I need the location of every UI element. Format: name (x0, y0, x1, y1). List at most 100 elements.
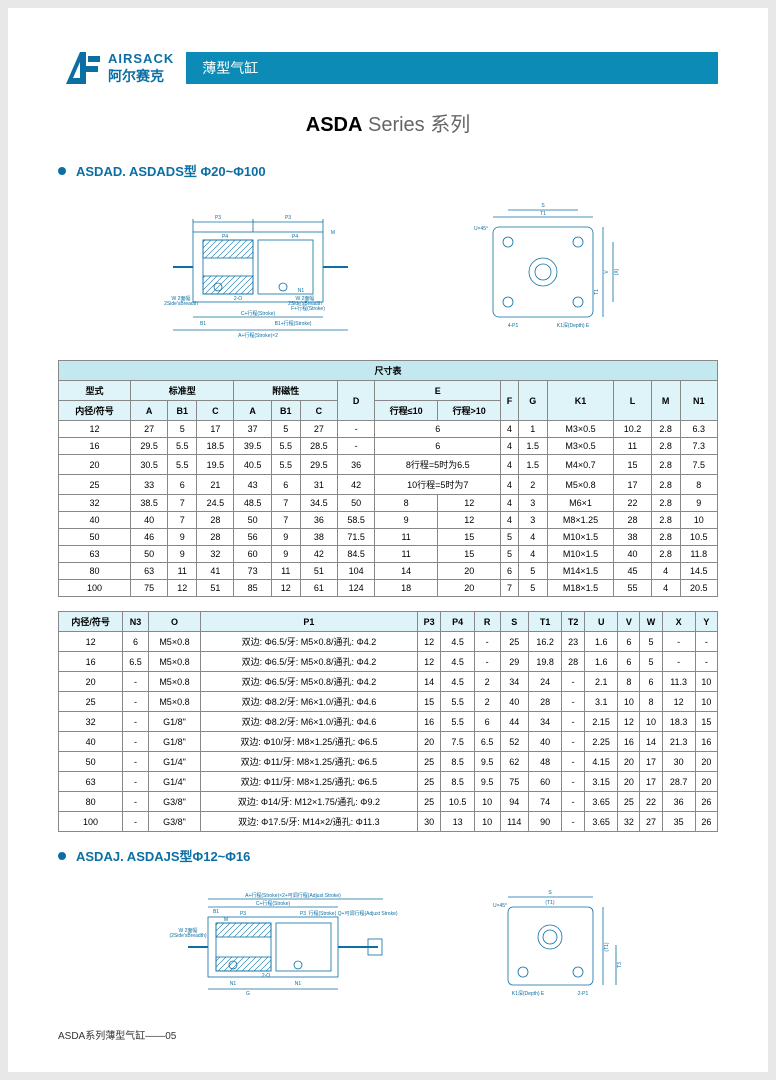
table-cell: 2.8 (651, 455, 680, 475)
table-row: 122751737527-641M3×0.510.22.86.3 (59, 421, 718, 438)
banner-title: 薄型气缸 (186, 52, 718, 84)
table-cell: 6.5 (474, 732, 500, 752)
t1-h-std: 标准型 (130, 381, 234, 401)
t1-h-D: D (337, 381, 374, 421)
table-cell: 双边: Φ10/牙: M8×1.25/通孔: Φ6.5 (200, 732, 417, 752)
table-cell: 28 (197, 512, 234, 529)
table-cell: M18×1.5 (547, 580, 614, 597)
table-cell: 61 (300, 580, 337, 597)
table-cell: 6.5 (123, 652, 149, 672)
table-cell: 1.5 (518, 438, 547, 455)
table-cell: 20 (59, 672, 123, 692)
table-cell: - (562, 732, 585, 752)
table-cell: M3×0.5 (547, 438, 614, 455)
svg-text:K1深(Depth) E: K1深(Depth) E (512, 990, 545, 997)
svg-text:S: S (541, 203, 545, 209)
svg-text:C+行程(Stroke): C+行程(Stroke) (256, 900, 291, 907)
table-cell: 12 (271, 580, 300, 597)
table-cell: 25 (417, 752, 441, 772)
table-cell: 15 (417, 692, 441, 712)
svg-text:P4: P4 (292, 234, 298, 240)
table-cell: 20 (417, 732, 441, 752)
table-cell: 6 (618, 652, 640, 672)
table-cell: 12 (417, 632, 441, 652)
bullet-icon (58, 852, 66, 860)
table-cell: 8行程=5时为6.5 (375, 455, 501, 475)
table-cell: 双边: Φ11/牙: M8×1.25/通孔: Φ6.5 (200, 752, 417, 772)
svg-text:U×45°: U×45° (474, 226, 488, 232)
table-cell: 2.8 (651, 438, 680, 455)
table-cell: 60 (234, 546, 271, 563)
table-cell: 21.3 (662, 732, 695, 752)
table-cell: 90 (529, 812, 562, 832)
t1-h-A2: A (234, 401, 271, 421)
svg-text:P3: P3 (285, 215, 291, 221)
table-cell: - (562, 752, 585, 772)
table-cell: - (662, 632, 695, 652)
table-cell: 21 (197, 475, 234, 495)
table-cell: 18.5 (197, 438, 234, 455)
table-cell: 31 (300, 475, 337, 495)
table-cell: 46 (130, 529, 167, 546)
table-row: 100751251851261124182075M18×1.555420.5 (59, 580, 718, 597)
table-cell: - (337, 438, 374, 455)
table-cell: 20 (438, 580, 501, 597)
table-cell: 2.25 (585, 732, 618, 752)
table-cell: 27 (640, 812, 662, 832)
table-cell: 14 (417, 672, 441, 692)
table-cell: 15 (438, 546, 501, 563)
table-cell: 8 (680, 475, 717, 495)
svg-text:P3: P3 (240, 911, 246, 917)
table-cell: 14.5 (680, 563, 717, 580)
svg-text:B1+行程(Stroke): B1+行程(Stroke) (275, 320, 312, 327)
svg-text:(T1): (T1) (545, 900, 555, 906)
table-cell: 124 (337, 580, 374, 597)
table-cell: 55 (614, 580, 651, 597)
svg-text:F+行程(Stroke): F+行程(Stroke) (291, 305, 325, 312)
t1-h-model: 型式 (59, 381, 131, 401)
table-header: P3 (417, 612, 441, 632)
table-cell: 2 (518, 475, 547, 495)
table-cell: 10 (695, 692, 717, 712)
table-cell: 19.5 (197, 455, 234, 475)
table-cell: 75 (130, 580, 167, 597)
table-header: Y (695, 612, 717, 632)
table-cell: 4 (651, 563, 680, 580)
table-cell: 4 (501, 438, 518, 455)
table-cell: 100 (59, 812, 123, 832)
series-title: ASDA Series 系列 (58, 108, 718, 137)
table-cell: 4 (501, 475, 518, 495)
table-cell: - (562, 812, 585, 832)
table-cell: 43 (234, 475, 271, 495)
table-cell: 5 (501, 529, 518, 546)
table-cell: 5.5 (271, 438, 300, 455)
table-cell: 94 (500, 792, 529, 812)
svg-text:(2Side'sBreadth): (2Side'sBreadth) (169, 933, 206, 939)
table-cell: - (337, 421, 374, 438)
table-cell: 34 (529, 712, 562, 732)
table-cell: 6 (640, 672, 662, 692)
table-cell: 7 (168, 512, 197, 529)
table-cell: 2.8 (651, 546, 680, 563)
table-row: 25-M5×0.8双边: Φ8.2/牙: M6×1.0/通孔: Φ4.6155.… (59, 692, 718, 712)
table-cell: 10 (474, 792, 500, 812)
table-cell: 双边: Φ14/牙: M12×1.75/通孔: Φ9.2 (200, 792, 417, 812)
table-cell: - (695, 632, 717, 652)
table-cell: 42 (300, 546, 337, 563)
table-cell: 63 (130, 563, 167, 580)
table-cell: 2.8 (651, 495, 680, 512)
table-cell: 4.5 (441, 652, 474, 672)
table-cell: 9 (375, 512, 438, 529)
table-cell: - (695, 652, 717, 672)
svg-text:U×45°: U×45° (493, 903, 507, 909)
table-cell: 2.8 (651, 512, 680, 529)
t1-h-B1b: B1 (271, 401, 300, 421)
table-cell: 16 (618, 732, 640, 752)
table-cell: 双边: Φ17.5/牙: M14×2/通孔: Φ11.3 (200, 812, 417, 832)
table-cell: 40.5 (234, 455, 271, 475)
table-cell: 12 (417, 652, 441, 672)
table-row: 80-G3/8"双边: Φ14/牙: M12×1.75/通孔: Φ9.22510… (59, 792, 718, 812)
table-cell: 50 (59, 752, 123, 772)
table-row: 166.5M5×0.8双边: Φ6.5/牙: M5×0.8/通孔: Φ4.212… (59, 652, 718, 672)
t1-h-C1: C (197, 401, 234, 421)
